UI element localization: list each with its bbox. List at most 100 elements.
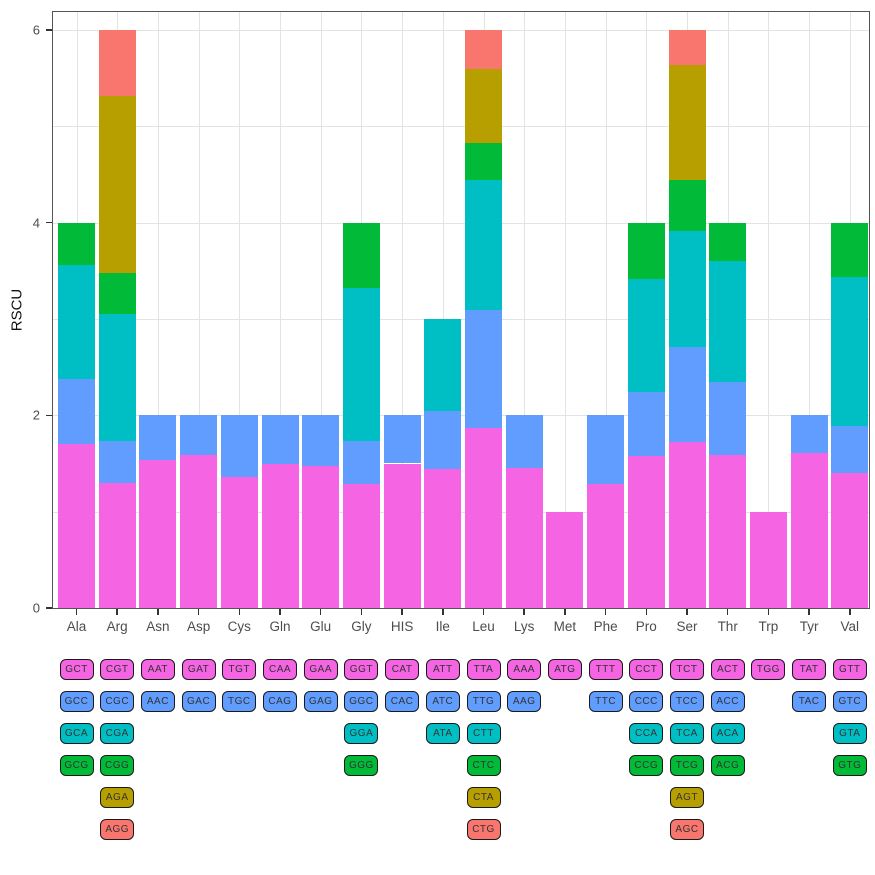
x-tick-label: Lys: [513, 619, 535, 634]
bar-segment-TGC: [220, 415, 258, 477]
bar-segment-CCT: [627, 455, 665, 608]
bar-segment-GGC: [342, 441, 380, 484]
codon-box-GGG: GGG: [344, 755, 379, 776]
x-tick-label: Cys: [227, 619, 251, 634]
bar-segment-TTA: [465, 427, 502, 608]
codon-box-AAC: AAC: [140, 691, 175, 712]
x-tick-mark: [726, 609, 729, 615]
codon-box-ACA: ACA: [710, 723, 745, 744]
x-tick-mark: [604, 609, 607, 615]
bar-segment-ACA: [709, 261, 747, 382]
codon-box-ATG: ATG: [547, 659, 582, 680]
codon-box-AAT: AAT: [140, 659, 175, 680]
codon-box-CGA: CGA: [100, 723, 135, 744]
codon-box-CCC: CCC: [629, 691, 664, 712]
bar-segment-ACG: [709, 222, 747, 262]
x-tick-mark: [767, 609, 770, 615]
x-tick-label: HIS: [390, 619, 414, 634]
x-tick-mark: [75, 609, 78, 615]
codon-box-GGA: GGA: [344, 723, 379, 744]
codon-box-TGC: TGC: [222, 691, 257, 712]
bar-segment-GTA: [831, 276, 869, 426]
codon-box-TTT: TTT: [588, 659, 623, 680]
bar-segment-ACT: [709, 454, 747, 608]
codon-box-CAT: CAT: [385, 659, 420, 680]
x-tick-mark: [116, 609, 118, 615]
bar-segment-AGC: [668, 30, 706, 65]
bar-segment-ATC: [424, 411, 462, 470]
bar-segment-CTT: [465, 180, 502, 311]
x-tick-label: Ser: [676, 619, 698, 634]
x-tick-label: Asn: [146, 619, 170, 634]
bar-segment-TGG: [749, 511, 787, 608]
x-tick-mark: [849, 609, 851, 615]
bar-segment-TAT: [790, 452, 828, 608]
codon-box-TCT: TCT: [670, 659, 704, 680]
codon-box-AGT: AGT: [670, 787, 704, 808]
bar-segment-ATT: [424, 469, 462, 608]
bar-segment-AGA: [98, 95, 136, 273]
v-gridline: [605, 11, 607, 609]
v-gridline: [157, 11, 159, 609]
x-tick-label: Ala: [66, 619, 87, 634]
codon-box-CCT: CCT: [629, 659, 664, 680]
x-tick-mark: [482, 609, 485, 615]
x-tick-label: Pro: [635, 619, 657, 634]
codon-box-AAA: AAA: [507, 659, 542, 680]
codon-box-ATT: ATT: [425, 659, 460, 680]
codon-box-AAG: AAG: [507, 691, 542, 712]
v-gridline: [442, 11, 444, 609]
bar-segment-TCC: [668, 346, 706, 443]
x-tick-mark: [645, 609, 648, 615]
bar-segment-GTG: [831, 222, 869, 277]
bar-segment-CAA: [261, 464, 299, 608]
x-tick-mark: [564, 609, 566, 615]
v-gridline: [402, 11, 404, 609]
x-tick-mark: [319, 609, 322, 615]
v-gridline: [564, 11, 566, 609]
codon-box-TTC: TTC: [588, 691, 623, 712]
bar-segment-GAT: [180, 454, 218, 608]
codon-box-ACT: ACT: [710, 659, 745, 680]
codon-box-GTT: GTT: [832, 659, 867, 680]
bar-segment-TGT: [220, 476, 258, 608]
x-tick-mark: [808, 609, 810, 615]
bar-segment-TCT: [668, 442, 706, 608]
bar-segment-CTG: [465, 30, 502, 69]
bar-segment-ACC: [709, 381, 747, 455]
bar-segment-CTA: [465, 68, 502, 143]
bar-segment-GGG: [342, 222, 380, 289]
codon-box-CAA: CAA: [263, 659, 297, 680]
codon-box-AGG: AGG: [100, 819, 135, 840]
x-tick-mark: [279, 609, 281, 615]
codon-box-CCG: CCG: [629, 755, 664, 776]
codon-box-GCG: GCG: [59, 755, 94, 776]
bar-segment-CGA: [98, 314, 136, 442]
codon-box-AGA: AGA: [100, 787, 135, 808]
codon-box-CGG: CGG: [100, 755, 135, 776]
y-tick-mark: [46, 221, 52, 224]
codon-box-GTG: GTG: [832, 755, 867, 776]
bar-segment-TTG: [465, 310, 502, 428]
bar-segment-TAC: [790, 415, 828, 453]
codon-box-CGT: CGT: [100, 659, 135, 680]
bar-segment-GAA: [302, 466, 340, 608]
codon-box-ATA: ATA: [425, 723, 460, 744]
codon-box-TTG: TTG: [466, 691, 501, 712]
y-tick-label: 4: [32, 215, 40, 231]
bar-segment-AAT: [139, 459, 177, 608]
codon-box-CGC: CGC: [100, 691, 135, 712]
bar-segment-GTT: [831, 473, 869, 608]
v-gridline: [280, 11, 281, 609]
y-tick-mark: [46, 29, 52, 31]
x-tick-mark: [686, 609, 688, 615]
x-tick-mark: [238, 609, 241, 615]
x-tick-mark: [401, 609, 403, 615]
x-tick-label: Glu: [310, 619, 332, 634]
bar-segment-GCG: [58, 222, 95, 266]
x-tick-label: Phe: [593, 619, 618, 634]
codon-box-GGT: GGT: [344, 659, 379, 680]
codon-box-GCT: GCT: [59, 659, 94, 680]
